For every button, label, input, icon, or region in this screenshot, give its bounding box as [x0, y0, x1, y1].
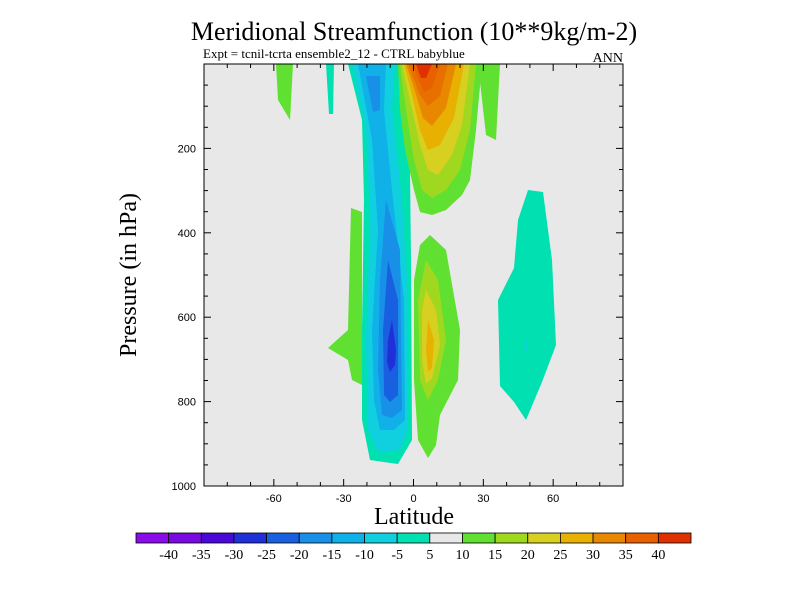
chart-subtitle: Expt = tcnil-tcrta ensemble2_12 - CTRL b… [203, 46, 465, 61]
y-tick-label: 800 [178, 397, 196, 409]
y-tick-label: 600 [178, 312, 196, 324]
x-tick-label: 60 [547, 493, 559, 505]
colorbar-swatch [233, 532, 267, 544]
colorbar-label: 25 [553, 548, 567, 563]
contour-fill [276, 64, 556, 464]
colorbar-swatch [168, 532, 202, 544]
colorbar-label: 5 [426, 548, 433, 563]
colorbar-label: -15 [323, 548, 342, 563]
colorbar-label: 10 [455, 548, 469, 563]
colorbar-swatch [364, 532, 398, 544]
colorbar-label: 40 [651, 548, 665, 563]
x-tick-label: -30 [336, 493, 352, 505]
contour-neg-30 [387, 320, 396, 372]
colorbar-swatch [592, 532, 627, 544]
colorbar-label: -30 [225, 548, 244, 563]
colorbar-labels: -40 -35 -30 -25 -20 -15 -10 -5 5 10 15 20 25 30 35 40 [159, 548, 665, 563]
colorbar-label: 20 [521, 548, 535, 563]
colorbar-swatch [200, 532, 235, 544]
contour-pos-5-upper-right [478, 64, 500, 140]
colorbar-swatch [494, 532, 529, 544]
colorbar-swatch [462, 532, 496, 544]
y-axis-label: Pressure (in hPa) [116, 193, 142, 357]
colorbar-label: -25 [257, 548, 276, 563]
y-tick-label: 1000 [172, 481, 196, 493]
colorbar-swatch [331, 532, 365, 544]
colorbar-swatch [527, 532, 561, 544]
colorbar-label: -40 [159, 548, 178, 563]
axis-ticks [203, 63, 624, 487]
contour-pos-20-lower [426, 320, 434, 372]
chart-title: Meridional Streamfunction (10**9kg/m-2) [191, 17, 637, 46]
x-tick-label: 30 [477, 493, 489, 505]
contour-neg-20 [366, 76, 380, 112]
colorbar-swatch [298, 532, 333, 544]
colorbar-swatch [625, 532, 659, 544]
colorbar-label: 15 [488, 548, 502, 563]
colorbar-label: -20 [290, 548, 309, 563]
colorbar [135, 532, 692, 544]
colorbar-swatch [657, 532, 692, 544]
colorbar-label: 30 [586, 548, 600, 563]
contour-neg-10-right-dot [525, 340, 528, 352]
colorbar-label: -10 [355, 548, 374, 563]
colorbar-label: -5 [391, 548, 403, 563]
colorbar-label: 35 [619, 548, 633, 563]
colorbar-swatch [266, 532, 300, 544]
y-tick-label: 200 [178, 143, 196, 155]
season-label: ANN [593, 51, 623, 66]
x-axis-label: Latitude [374, 504, 454, 530]
contour-pos-40-top [416, 64, 432, 78]
x-tick-labels: -60 -30 0 30 60 [266, 493, 559, 505]
contour-pos-5-upper-left [276, 64, 293, 120]
colorbar-swatch [429, 532, 463, 544]
y-tick-label: 400 [178, 228, 196, 240]
colorbar-label: -35 [192, 548, 211, 563]
colorbar-swatch [396, 532, 431, 544]
x-tick-label: 0 [410, 493, 416, 505]
colorbar-swatch [135, 532, 170, 544]
x-tick-label: -60 [266, 493, 282, 505]
y-tick-labels: 200 400 600 800 1000 [172, 143, 196, 493]
contour-neg-5-upper-thin [326, 64, 334, 114]
contour-pos-5-left [328, 208, 362, 385]
contour-neg-5-right [498, 190, 556, 420]
colorbar-swatch [560, 532, 594, 544]
